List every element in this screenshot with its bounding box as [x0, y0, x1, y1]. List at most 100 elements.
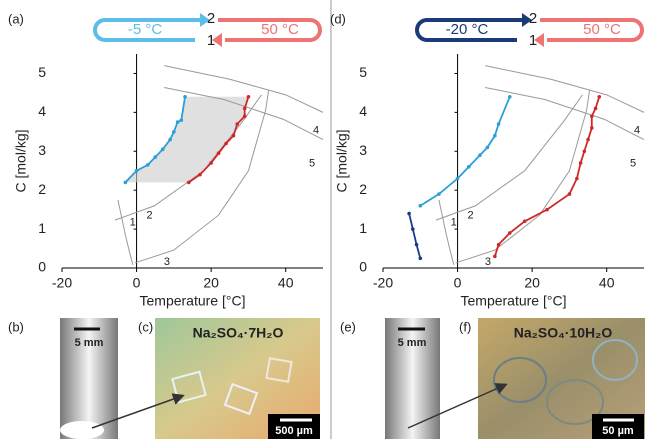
data-point: [411, 227, 415, 231]
scale-label: 5 mm: [398, 337, 427, 349]
data-point: [198, 173, 202, 177]
y-tick-label: 4: [38, 103, 46, 119]
curve-label: 2: [146, 210, 152, 222]
data-point: [235, 122, 239, 126]
data-point: [493, 134, 497, 138]
data-point: [180, 118, 184, 122]
y-tick-label: 1: [38, 220, 46, 236]
data-point: [497, 122, 501, 126]
x-tick-label: -20: [52, 275, 72, 291]
scale-label: 500 µm: [275, 425, 313, 437]
solubility-curve: [118, 200, 133, 265]
curve-label: 2: [467, 210, 473, 222]
panel-label: (b): [8, 319, 24, 334]
curve-label: 3: [164, 256, 170, 268]
data-line: [409, 214, 420, 259]
y-tick-label: 5: [38, 64, 46, 80]
data-point: [224, 142, 228, 146]
data-point: [575, 177, 579, 181]
data-point: [418, 204, 422, 208]
data-point: [583, 149, 587, 153]
y-tick-label: 2: [38, 181, 46, 197]
y-tick-label: 5: [359, 64, 367, 80]
y-axis-label: C [mol/kg]: [334, 129, 350, 192]
y-axis-label: C [mol/kg]: [13, 129, 29, 192]
solubility-curve: [485, 66, 644, 113]
state-label: 2: [529, 10, 537, 27]
crystal-deposit: [60, 421, 104, 439]
solubility-curve: [456, 91, 590, 263]
x-tick-label: 20: [203, 275, 219, 291]
data-point: [545, 208, 549, 212]
y-tick-label: 0: [359, 259, 367, 275]
scale-label: 50 µm: [602, 425, 634, 437]
data-point: [508, 95, 512, 99]
curve-label: 5: [309, 158, 315, 170]
panel-label: (a): [8, 11, 24, 26]
cold-temp: -20 °C: [446, 21, 489, 38]
data-point: [168, 138, 172, 142]
x-tick-label: 0: [454, 275, 462, 291]
data-point: [135, 169, 139, 173]
data-point: [497, 243, 501, 247]
panel-label: (d): [330, 11, 346, 26]
data-point: [209, 161, 213, 165]
figure: (b) 5 mm (c) Na₂SO₄·7H₂O 500 µm (e) 5 mm…: [0, 0, 645, 439]
data-point: [579, 161, 583, 165]
data-point: [568, 192, 572, 196]
caption: Na₂SO₄·10H₂O: [514, 325, 613, 341]
x-tick-label: -20: [373, 275, 393, 291]
data-line: [420, 97, 509, 206]
y-tick-label: 2: [359, 181, 367, 197]
data-point: [523, 220, 527, 224]
data-point: [415, 243, 419, 247]
curve-label: 1: [130, 216, 136, 228]
x-axis-label: Temperature [°C]: [461, 293, 567, 309]
data-point: [187, 181, 191, 185]
y-tick-label: 4: [359, 103, 367, 119]
y-tick-label: 3: [38, 142, 46, 158]
panel-label: (e): [340, 319, 356, 334]
data-point: [407, 212, 411, 216]
data-point: [594, 107, 598, 111]
data-point: [486, 146, 490, 150]
x-tick-label: 0: [133, 275, 141, 291]
data-point: [597, 95, 601, 99]
x-tick-label: 20: [524, 275, 540, 291]
data-point: [183, 95, 187, 99]
solubility-curve: [439, 200, 454, 265]
x-tick-label: 40: [278, 275, 294, 291]
caption: Na₂SO₄·7H₂O: [193, 325, 284, 341]
curve-label: 1: [451, 216, 457, 228]
y-tick-label: 1: [359, 220, 367, 236]
data-point: [586, 138, 590, 142]
data-point: [590, 114, 594, 118]
hot-temp: 50 °C: [261, 21, 299, 38]
data-point: [418, 256, 422, 260]
data-point: [456, 177, 460, 181]
data-point: [590, 126, 594, 130]
data-point: [146, 163, 150, 167]
data-point: [478, 153, 482, 157]
data-point: [153, 155, 157, 159]
data-point: [508, 231, 512, 235]
data-point: [247, 95, 251, 99]
data-point: [493, 255, 497, 259]
data-point: [232, 134, 236, 138]
data-point: [161, 148, 165, 152]
data-point: [217, 151, 221, 155]
state-label: 2: [207, 10, 215, 27]
data-point: [467, 165, 471, 169]
panel-label: (f): [459, 319, 471, 334]
data-point: [437, 192, 441, 196]
data-point: [172, 130, 176, 134]
y-tick-label: 0: [38, 259, 46, 275]
hot-temp: 50 °C: [583, 21, 621, 38]
panel-label: (c): [138, 319, 153, 334]
data-point: [124, 181, 128, 185]
data-point: [243, 114, 247, 118]
x-tick-label: 40: [599, 275, 615, 291]
y-tick-label: 3: [359, 142, 367, 158]
data-point: [176, 120, 180, 124]
scale-label: 5 mm: [75, 337, 104, 349]
